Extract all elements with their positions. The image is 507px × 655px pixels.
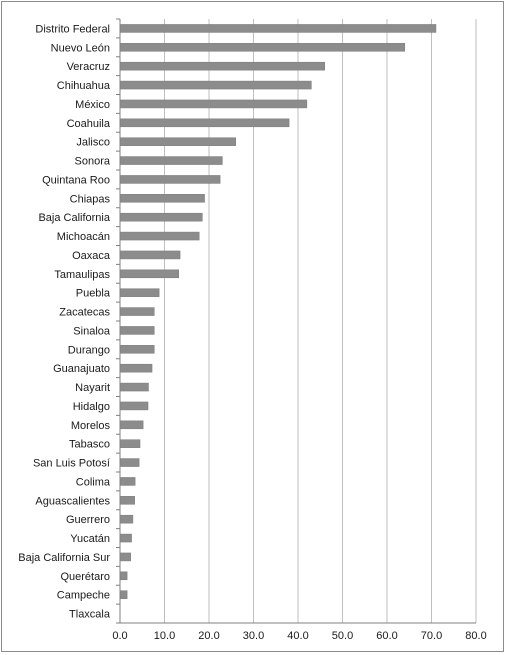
category-label: Distrito Federal [35, 23, 110, 35]
x-tick-label: 70.0 [421, 630, 442, 642]
x-tick-label: 0.0 [112, 630, 127, 642]
bar [119, 194, 205, 203]
bar [119, 137, 236, 146]
bar [119, 175, 221, 184]
category-label: Chihuahua [57, 80, 111, 92]
category-label: Aguascalientes [35, 495, 110, 507]
x-tick-label: 30.0 [243, 630, 264, 642]
bar [119, 401, 149, 411]
bar [119, 590, 128, 599]
bar [119, 231, 200, 241]
category-label: Puebla [76, 288, 111, 300]
category-label: Michoacán [57, 231, 110, 243]
bar [119, 496, 135, 505]
x-tick-label: 60.0 [376, 630, 397, 642]
bar [119, 118, 290, 128]
category-label: San Luis Potosí [33, 458, 110, 470]
category-label: Zacatecas [59, 307, 110, 319]
category-label: Veracruz [67, 61, 110, 73]
category-label: Colima [76, 476, 111, 488]
category-label: Tamaulipas [54, 269, 110, 281]
bar [119, 99, 308, 109]
category-label: Quintana Roo [42, 174, 110, 186]
category-label: Tlaxcala [69, 609, 111, 621]
bar [119, 326, 155, 335]
x-tick-label: 50.0 [332, 630, 353, 642]
category-label: Nayarit [75, 382, 110, 394]
category-label: Sinaloa [73, 325, 111, 337]
category-label: Yucatán [70, 533, 110, 545]
category-label: Nuevo León [51, 42, 110, 54]
category-label: Guerrero [66, 514, 110, 526]
bar [119, 269, 179, 279]
category-label: Campeche [57, 590, 110, 602]
bar [119, 250, 181, 260]
category-label: Coahuila [67, 118, 111, 130]
bar [119, 571, 128, 581]
category-label: Jalisco [76, 137, 110, 149]
bar [119, 477, 136, 486]
category-label: Tabasco [69, 439, 110, 451]
bar [119, 514, 134, 524]
bar [119, 420, 144, 430]
bar [119, 439, 141, 448]
bar [119, 212, 203, 222]
bar [119, 24, 437, 33]
bar [119, 288, 160, 297]
x-tick-label: 40.0 [287, 630, 308, 642]
x-tick-label: 10.0 [154, 630, 175, 642]
category-label: Guanajuato [53, 363, 110, 375]
bar [119, 552, 131, 562]
category-label: Morelos [71, 420, 111, 432]
bar [119, 345, 155, 354]
category-label: Baja California Sur [18, 552, 110, 564]
bar [119, 61, 325, 71]
bar [119, 533, 132, 543]
bar [119, 156, 223, 165]
category-label: Oaxaca [72, 250, 111, 262]
x-tick-label: 20.0 [198, 630, 219, 642]
category-label: Durango [68, 344, 110, 356]
x-tick-label: 80.0 [465, 630, 486, 642]
bar [119, 80, 312, 90]
bar [119, 363, 153, 373]
category-label: Querétaro [60, 571, 110, 583]
bar [119, 43, 406, 52]
category-label: Hidalgo [73, 401, 110, 413]
category-label: Baja California [38, 212, 110, 224]
bar [119, 382, 149, 392]
category-label: Sonora [75, 156, 111, 168]
bar [119, 458, 140, 467]
category-label: Chiapas [70, 193, 111, 205]
category-label: México [75, 99, 110, 111]
bar [119, 307, 155, 316]
